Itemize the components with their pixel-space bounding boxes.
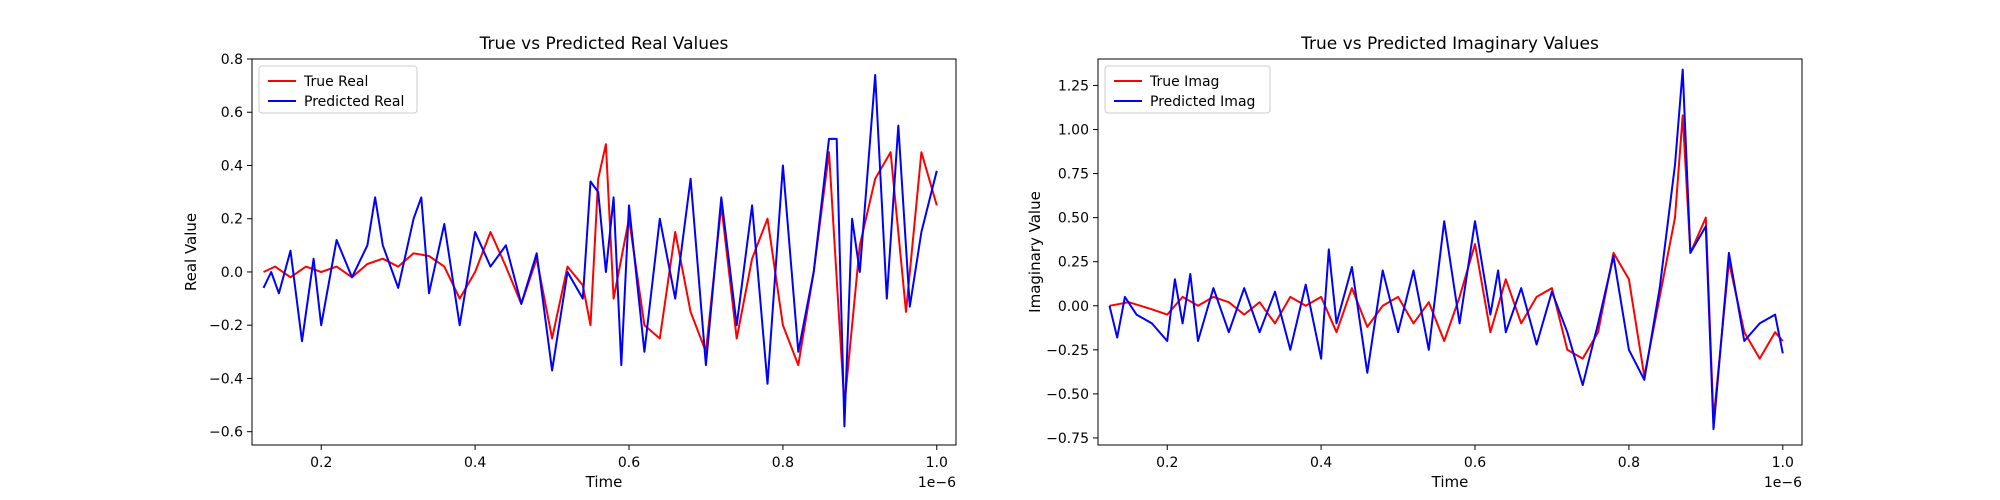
- x-tick-label: 0.6: [1464, 455, 1486, 471]
- chart-1: 0.2 0.4 0.6 0.8 1.0 −0.6 −0.4 −0.2 0.0 0.2 0.4 0.6 0…: [182, 34, 957, 491]
- x-tick-label: 0.8: [772, 455, 794, 471]
- y-tick-label: −0.2: [209, 318, 243, 334]
- y-tick-label: 0.50: [1058, 211, 1089, 227]
- x-axis-label: Time: [585, 473, 623, 491]
- series-line-predicted-real: [262, 74, 938, 428]
- y-tick-label: −0.75: [1046, 431, 1089, 447]
- y-tick-label: −0.50: [1046, 387, 1089, 403]
- x-axis-label: Time: [1431, 473, 1469, 491]
- x-tick-label: 1.0: [926, 455, 948, 471]
- y-tick-label: 0.25: [1058, 255, 1089, 271]
- x-tick-label: 0.4: [1310, 455, 1332, 471]
- y-tick-label: 0.75: [1058, 167, 1089, 183]
- series-line-predicted-imag: [1108, 68, 1784, 431]
- y-tick-label: 0.00: [1058, 299, 1089, 315]
- series-line-true-real: [263, 143, 938, 407]
- y-tick-label: 0.0: [221, 265, 243, 281]
- y-tick-label: 0.4: [221, 158, 243, 174]
- x-offset-label: 1e−6: [1764, 475, 1802, 491]
- y-tick-label: −0.6: [209, 425, 243, 441]
- y-tick-label: 1.25: [1058, 78, 1089, 94]
- chart-title: True vs Predicted Real Values: [479, 34, 729, 54]
- plot-frame: [1097, 58, 1803, 446]
- legend: True Imag Predicted Imag: [1104, 65, 1271, 114]
- y-tick-label: 0.6: [221, 105, 243, 121]
- y-tick-label: 0.8: [221, 52, 243, 68]
- legend: True Real Predicted Real: [258, 65, 418, 114]
- plot-frame: [251, 58, 957, 446]
- legend-entry-label: Predicted Imag: [1150, 94, 1255, 110]
- y-tick-label: −0.4: [209, 371, 243, 387]
- legend-entry-label: Predicted Real: [304, 94, 404, 110]
- chart-2: 0.2 0.4 0.6 0.8 1.0 −0.75 −0.50 −0.25 0.00 0.25 0.…: [1026, 34, 1803, 491]
- x-tick-label: 0.8: [1618, 455, 1640, 471]
- x-tick-label: 0.4: [464, 455, 486, 471]
- x-offset-label: 1e−6: [918, 475, 956, 491]
- x-tick-label: 0.2: [1156, 455, 1178, 471]
- chart-title: True vs Predicted Imaginary Values: [1300, 34, 1599, 54]
- y-axis-label: Real Value: [182, 213, 200, 291]
- x-tick-label: 0.2: [310, 455, 332, 471]
- y-axis-label: Imaginary Value: [1026, 191, 1044, 313]
- y-tick-label: −0.25: [1046, 343, 1089, 359]
- legend-entry-label: True Real: [303, 74, 368, 90]
- x-tick-label: 0.6: [618, 455, 640, 471]
- x-tick-label: 1.0: [1772, 455, 1794, 471]
- legend-box: [1104, 65, 1271, 114]
- series-line-true-imag: [1109, 114, 1784, 422]
- y-tick-label: 1.00: [1058, 123, 1089, 139]
- legend-entry-label: True Imag: [1149, 74, 1219, 90]
- y-tick-label: 0.2: [221, 212, 243, 228]
- legend-box: [258, 65, 418, 114]
